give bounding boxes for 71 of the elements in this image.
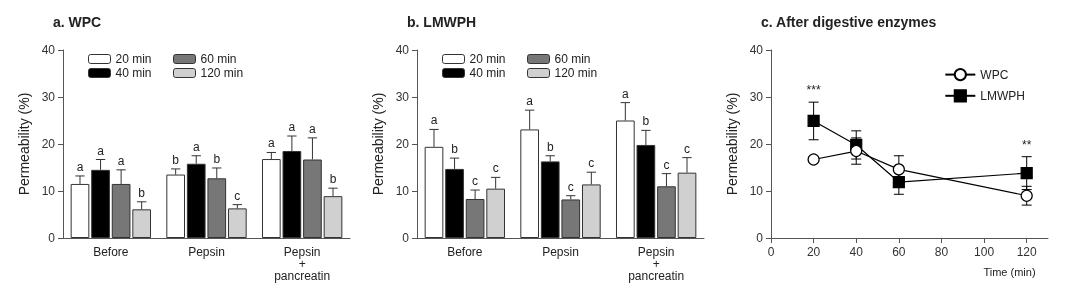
y-tick-label: 0 — [756, 231, 764, 245]
y-tick-label: 30 — [395, 90, 410, 104]
y-tick-label: 20 — [41, 137, 56, 151]
annotation: ** — [1022, 137, 1032, 152]
y-axis-title: Permeability (%) — [723, 92, 740, 196]
data-label: c — [663, 157, 670, 172]
chart-title: c. After digestive enzymes — [761, 14, 937, 30]
data-label: b — [213, 151, 221, 166]
data-label: b — [451, 142, 459, 157]
legend-label: LMWPH — [980, 88, 1026, 103]
y-axis-title: Permeability (%) — [15, 92, 32, 196]
legend-label: 20 min — [469, 52, 506, 66]
y-tick-label: 10 — [41, 184, 56, 198]
data-label: a — [526, 94, 534, 109]
data-label: a — [430, 113, 438, 128]
x-tick-label: 120 — [1016, 245, 1038, 259]
y-tick-label: 30 — [749, 90, 764, 104]
chart-title: a. WPC — [53, 14, 102, 30]
y-tick-label: 40 — [41, 43, 56, 57]
x-tick-label: Before — [447, 245, 483, 259]
y-tick-label: 10 — [749, 184, 764, 198]
data-label: b — [138, 185, 146, 200]
x-tick-label: 80 — [934, 245, 949, 259]
y-tick-label: 20 — [749, 137, 764, 151]
data-label: a — [267, 136, 275, 151]
y-axis-title: Permeability (%) — [369, 92, 386, 196]
y-tick-label: 40 — [749, 43, 764, 57]
legend-label: 120 min — [200, 66, 244, 80]
data-label: a — [621, 86, 629, 101]
x-tick-label: Pepsin — [542, 245, 579, 259]
data-label: c — [472, 174, 479, 189]
data-label: b — [172, 152, 180, 167]
x-tick-label: 60 — [892, 245, 906, 259]
x-tick-label: Before — [93, 245, 129, 259]
data-label: b — [642, 114, 650, 129]
legend-label: WPC — [980, 67, 1009, 82]
annotation: *** — [806, 83, 821, 98]
chart-title: b. LMWPH — [407, 14, 477, 30]
legend-label: 60 min — [200, 52, 237, 66]
data-label: a — [288, 120, 296, 135]
y-tick-label: 20 — [395, 137, 410, 151]
x-tick-label: Pepsin — [188, 245, 225, 259]
x-tick-label: Pepsin + pancreatin — [628, 245, 685, 283]
data-label: c — [588, 156, 595, 171]
data-label: b — [546, 139, 554, 154]
data-label: a — [97, 143, 105, 158]
x-axis-title: Time (min) — [983, 265, 1036, 278]
data-label: a — [192, 139, 200, 154]
data-label: c — [567, 179, 574, 194]
data-label: a — [117, 153, 125, 168]
data-label: a — [76, 159, 84, 174]
x-tick-label: Pepsin + pancreatin — [274, 245, 331, 283]
y-tick-label: 0 — [48, 231, 56, 245]
x-tick-label: 20 — [806, 245, 821, 259]
y-tick-label: 40 — [395, 43, 410, 57]
legend-label: 120 min — [554, 66, 598, 80]
legend-label: 20 min — [115, 52, 152, 66]
legend-label: 40 min — [469, 66, 506, 80]
data-label: c — [684, 141, 690, 156]
x-tick-label: 0 — [767, 245, 775, 259]
y-tick-label: 30 — [41, 90, 56, 104]
x-tick-label: 100 — [974, 245, 995, 259]
y-tick-label: 0 — [402, 231, 410, 245]
x-tick-label: 40 — [849, 245, 864, 259]
data-label: c — [492, 161, 499, 176]
y-tick-label: 10 — [395, 184, 410, 198]
data-label: b — [329, 172, 337, 187]
data-label: c — [234, 188, 241, 203]
legend-label: 40 min — [115, 66, 152, 80]
legend-label: 60 min — [554, 52, 591, 66]
data-label: a — [309, 121, 317, 136]
